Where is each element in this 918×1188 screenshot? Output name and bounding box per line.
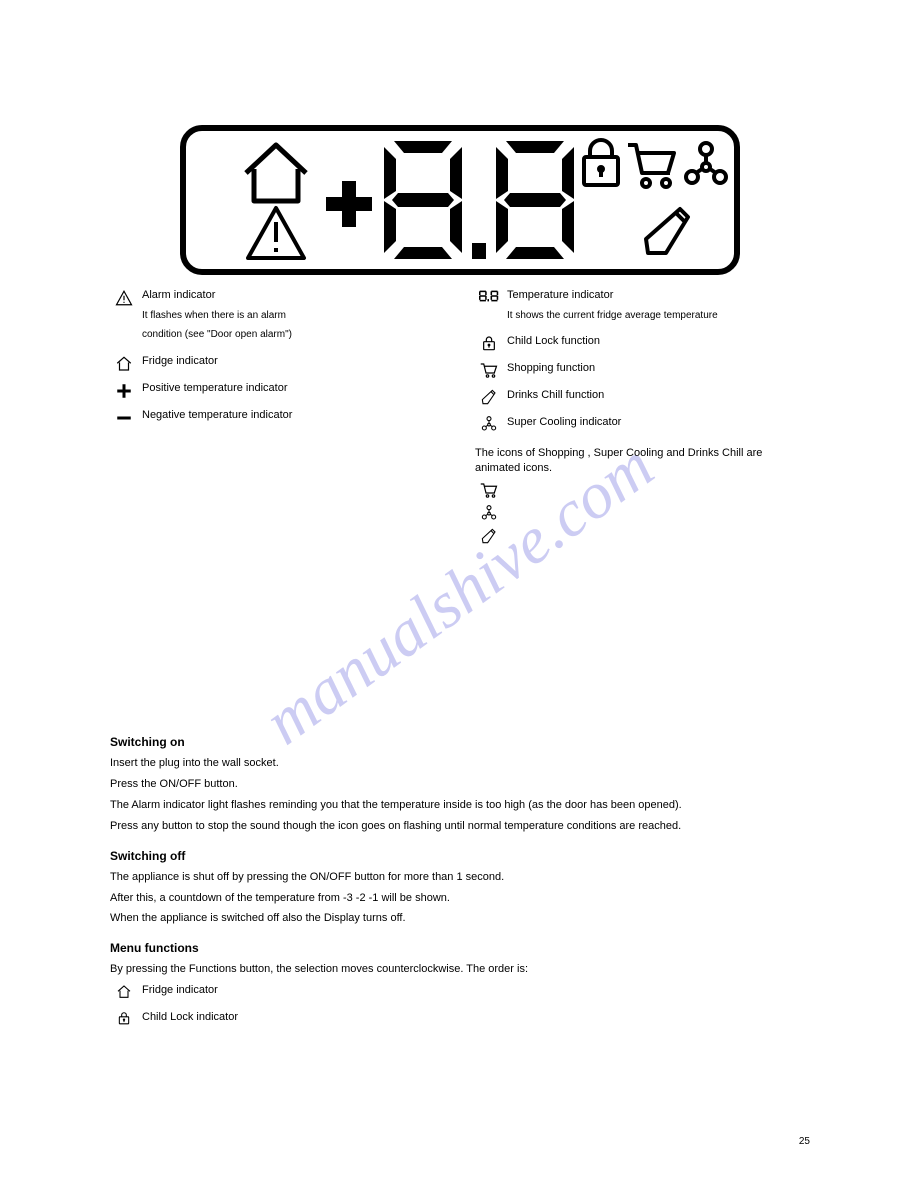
section-para: The Alarm indicator light flashes remind… — [110, 798, 810, 813]
legend-text: Positive temperature indicator — [142, 381, 288, 396]
legend-right-column: Temperature indicator It shows the curre… — [475, 288, 810, 550]
bottle-icon — [475, 389, 503, 405]
legend-columns: Alarm indicator It flashes when there is… — [110, 288, 810, 550]
house-icon — [110, 355, 138, 373]
list-item — [475, 504, 810, 521]
digits-icon — [475, 289, 503, 303]
animated-icons-list — [475, 481, 810, 544]
legend-left-column: Alarm indicator It flashes when there is… — [110, 288, 445, 550]
section-title: Menu functions — [110, 940, 810, 956]
legend-row-temp: Temperature indicator It shows the curre… — [475, 288, 810, 328]
legend-text: It shows the current fridge average temp… — [507, 309, 718, 323]
legend-row-negative: Negative temperature indicator — [110, 408, 445, 429]
section-menu: Menu functions By pressing the Functions… — [110, 940, 810, 1031]
section-switching-on: Switching on Insert the plug into the wa… — [110, 734, 810, 834]
legend-text: Shopping function — [507, 361, 595, 376]
legend-text: Negative temperature indicator — [142, 408, 292, 423]
fan-icon — [475, 505, 503, 521]
section-para: By pressing the Functions button, the se… — [110, 962, 810, 977]
bottle-icon — [475, 528, 503, 544]
section-para: When the appliance is switched off also … — [110, 911, 810, 926]
list-item — [475, 527, 810, 544]
menu-item-house: Fridge indicator — [110, 983, 810, 1004]
section-para: The appliance is shut off by pressing th… — [110, 870, 810, 885]
legend-row-drinks: Drinks Chill function — [475, 388, 810, 409]
menu-item-label: Child Lock indicator — [142, 1010, 238, 1025]
section-para: Press the ON/OFF button. — [110, 777, 810, 792]
body-sections: Switching on Insert the plug into the wa… — [110, 720, 810, 1037]
menu-item-label: Fridge indicator — [142, 983, 218, 998]
alarm-icon — [110, 289, 138, 307]
section-switching-off: Switching off The appliance is shut off … — [110, 848, 810, 927]
footer-page-number: 25 — [799, 1135, 810, 1149]
legend-text: It flashes when there is an alarm — [142, 309, 292, 323]
plus-icon — [110, 382, 138, 400]
legend-row-supercool: Super Cooling indicator — [475, 415, 810, 436]
appliance-display-panel — [180, 125, 740, 275]
legend-text: Alarm indicator — [142, 288, 292, 303]
animated-icons-para: The icons of Shopping , Super Cooling an… — [475, 446, 810, 476]
legend-text: Fridge indicator — [142, 354, 218, 369]
legend-row-alarm: Alarm indicator It flashes when there is… — [110, 288, 445, 348]
legend-text: condition (see "Door open alarm") — [142, 328, 292, 342]
fan-icon — [475, 416, 503, 432]
legend-row-positive: Positive temperature indicator — [110, 381, 445, 402]
cart-icon — [475, 362, 503, 378]
section-para: Press any button to stop the sound thoug… — [110, 819, 810, 834]
menu-item-lock: Child Lock indicator — [110, 1010, 810, 1031]
legend-row-fridge: Fridge indicator — [110, 354, 445, 375]
minus-icon — [110, 409, 138, 427]
display-panel-svg — [186, 131, 734, 269]
legend-row-shopping: Shopping function — [475, 361, 810, 382]
legend-text: Drinks Chill function — [507, 388, 604, 403]
cart-icon — [475, 482, 503, 498]
legend-text: Child Lock function — [507, 334, 600, 349]
legend-text: Super Cooling indicator — [507, 415, 621, 430]
legend-row-lock: Child Lock function — [475, 334, 810, 355]
page-footer: 25 — [110, 1135, 810, 1149]
manual-page: manualshive.com — [0, 0, 918, 1188]
house-icon — [110, 984, 138, 1000]
section-para: After this, a countdown of the temperatu… — [110, 891, 810, 906]
lock-icon — [475, 335, 503, 351]
list-item — [475, 481, 810, 498]
lock-icon — [110, 1011, 138, 1025]
section-para: Insert the plug into the wall socket. — [110, 756, 810, 771]
legend-text: Temperature indicator — [507, 288, 718, 303]
section-title: Switching off — [110, 848, 810, 864]
section-title: Switching on — [110, 734, 810, 750]
